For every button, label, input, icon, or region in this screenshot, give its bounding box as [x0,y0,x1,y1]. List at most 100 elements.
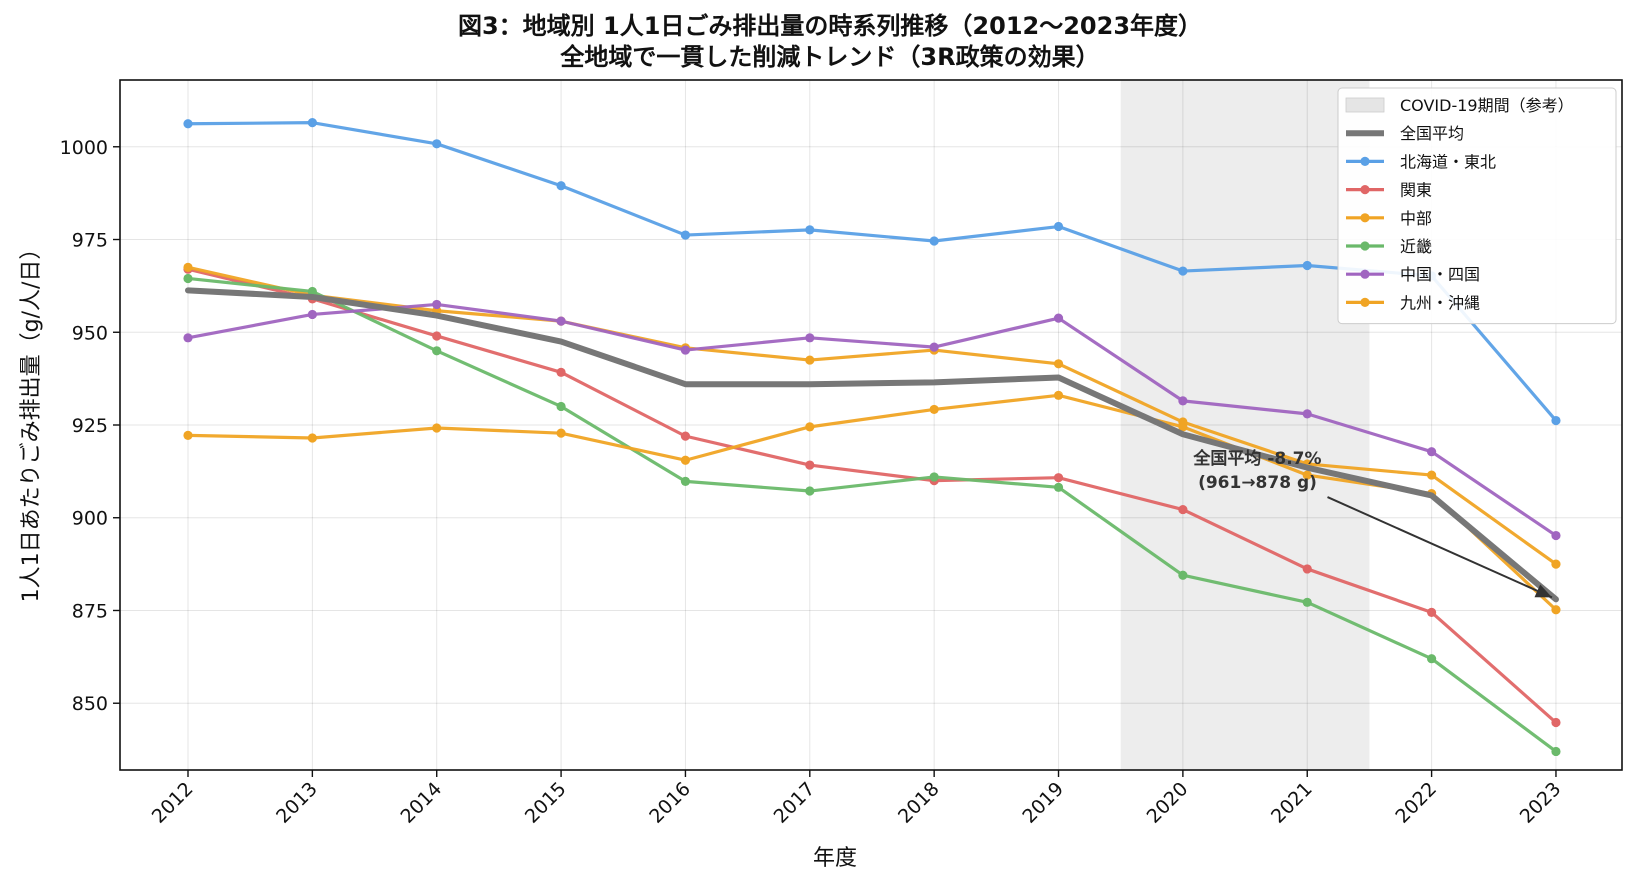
y-axis-label: 1人1日あたりごみ排出量（g/人/日） [19,238,44,603]
legend-label: COVID-19期間（参考） [1400,96,1574,115]
data-point [1302,260,1312,271]
data-point [1178,396,1188,406]
data-point [307,309,317,320]
data-point [556,401,566,412]
legend-label: 中部 [1400,209,1432,228]
data-point [183,430,193,440]
legend-swatch-marker [1360,185,1370,195]
data-point [1551,559,1561,569]
x-axis-label: 年度 [813,846,857,871]
data-point [432,139,442,149]
series-line [186,276,1558,754]
series-line [186,121,1558,423]
x-tick-label: 2021 [1267,778,1317,828]
data-point [1178,570,1188,580]
data-point [1053,313,1064,323]
data-point [556,316,566,326]
y-tick-label: 875 [72,600,108,622]
y-tick-label: 975 [72,230,108,252]
legend-label: 関東 [1400,181,1432,200]
data-point [432,299,442,310]
data-point [1053,390,1064,400]
x-tick-label: 2017 [770,778,820,828]
data-point [805,355,815,365]
data-point [1427,447,1437,457]
y-tick-label: 925 [72,415,108,437]
legend-label: 北海道・東北 [1400,152,1496,171]
legend-swatch-marker [1360,269,1370,279]
data-point [680,455,691,465]
data-point [556,428,566,438]
data-point [805,225,815,235]
data-point [805,333,815,343]
data-point [1053,221,1064,232]
data-point [1053,473,1064,483]
legend-label: 九州・沖縄 [1400,293,1480,312]
legend-swatch-marker [1360,156,1370,166]
series-line [185,287,1559,603]
legend-swatch-marker [1360,297,1370,307]
data-point [1053,482,1064,492]
data-point [1427,607,1437,617]
annotation: 全国平均 -8.7% (961→878 g) [1192,448,1553,599]
data-point [1053,359,1064,369]
chart-title: 図3：地域別 1人1日ごみ排出量の時系列推移（2012〜2023年度） [458,12,1202,40]
y-tick-label: 950 [72,322,108,344]
series-line [186,267,1558,725]
data-point [1302,409,1312,419]
data-point [183,273,193,284]
data-point [1551,605,1561,615]
data-point [307,433,317,443]
y-tick-label: 850 [72,693,108,715]
x-tick-label: 2014 [397,778,447,828]
annotation-line-1: 全国平均 -8.7% [1192,448,1321,469]
data-point [1302,564,1312,574]
annotation-arrow-head [1534,584,1552,598]
legend-label: 近畿 [1400,237,1432,256]
data-point [183,119,193,129]
series-lines [183,118,1561,757]
legend-swatch-marker [1360,213,1370,223]
data-point [805,422,815,432]
data-point [1551,530,1561,541]
data-point [680,476,691,486]
annotation-arrow-line [1327,496,1553,599]
data-point [1302,470,1312,480]
data-point [929,472,939,482]
y-tick-label: 1000 [60,137,108,159]
x-axis-ticks: 2012 2013 2014 2015 2016 2017 2018 2019 2020 2021… [148,770,1565,828]
data-point [1551,415,1561,426]
legend-box [1337,87,1617,325]
x-tick-label: 2012 [148,778,198,828]
data-point [680,345,691,355]
legend-swatch-patch [1345,97,1385,113]
x-tick-label: 2013 [272,778,322,828]
x-tick-label: 2019 [1018,778,1068,828]
data-point [1551,746,1561,757]
data-point [1178,266,1188,276]
data-point [1427,654,1437,664]
data-point [805,486,815,496]
x-tick-label: 2018 [894,778,944,828]
series-line [186,302,1558,538]
data-point [1178,422,1188,432]
data-point [929,404,939,415]
chart-subtitle: 全地域で一貫した削減トレンド（3R政策の効果） [559,43,1099,71]
data-point [680,230,691,240]
data-point [805,460,815,470]
y-axis-ticks: 850 875 900 925 950 975 1000 [60,137,120,715]
data-point [680,431,691,441]
data-point [432,331,442,341]
data-point [929,342,939,352]
data-point [1427,470,1437,480]
legend-label: 中国・四国 [1400,265,1480,284]
data-point [1302,597,1312,607]
x-tick-label: 2022 [1391,778,1441,828]
annotation-line-2: (961→878 g) [1198,473,1317,493]
data-point [183,262,193,272]
x-tick-label: 2020 [1143,778,1193,828]
y-tick-label: 900 [72,508,108,530]
x-tick-label: 2016 [645,778,695,828]
